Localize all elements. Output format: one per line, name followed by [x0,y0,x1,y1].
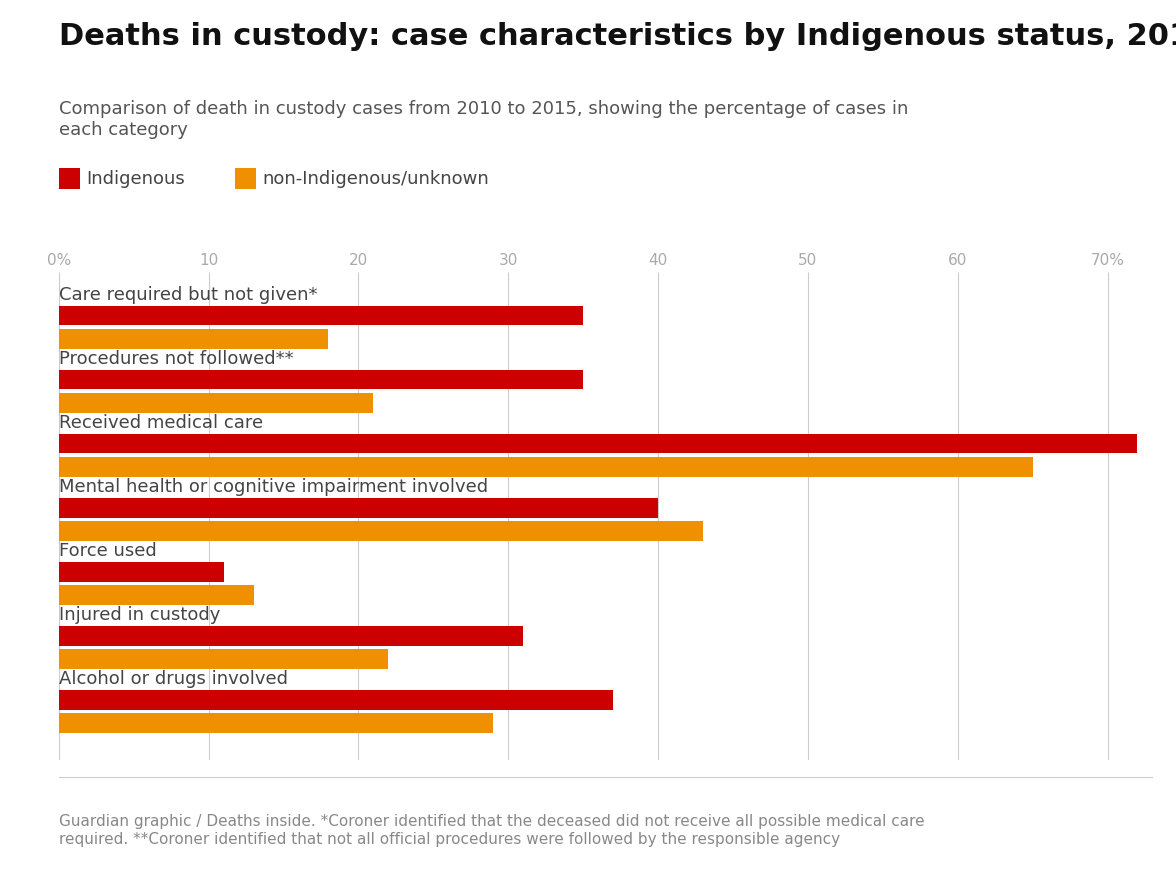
Bar [59,329,328,348]
Text: Care required but not given*: Care required but not given* [59,285,318,304]
Text: Indigenous: Indigenous [86,170,185,188]
Text: Guardian graphic / Deaths inside. *Coroner identified that the deceased did not : Guardian graphic / Deaths inside. *Coron… [59,815,924,847]
Bar [59,498,659,518]
Text: Procedures not followed**: Procedures not followed** [59,350,294,368]
Text: Force used: Force used [59,542,156,560]
Bar [59,626,523,645]
Text: non-Indigenous/unknown: non-Indigenous/unknown [262,170,489,188]
Bar [59,650,388,669]
Bar [59,586,254,605]
Bar [59,691,613,710]
Text: Alcohol or drugs involved: Alcohol or drugs involved [59,670,288,688]
Text: Injured in custody: Injured in custody [59,606,220,624]
Bar [59,394,374,413]
Bar [59,521,703,540]
Bar [59,434,1137,453]
Bar [59,562,223,581]
Text: Deaths in custody: case characteristics by Indigenous status, 2010-2015: Deaths in custody: case characteristics … [59,22,1176,51]
Text: Comparison of death in custody cases from 2010 to 2015, showing the percentage o: Comparison of death in custody cases fro… [59,100,908,139]
Text: Mental health or cognitive impairment involved: Mental health or cognitive impairment in… [59,478,488,496]
Text: Received medical care: Received medical care [59,414,263,432]
Bar [59,713,493,732]
Bar [59,306,583,326]
Bar [59,370,583,389]
Bar [59,457,1033,477]
